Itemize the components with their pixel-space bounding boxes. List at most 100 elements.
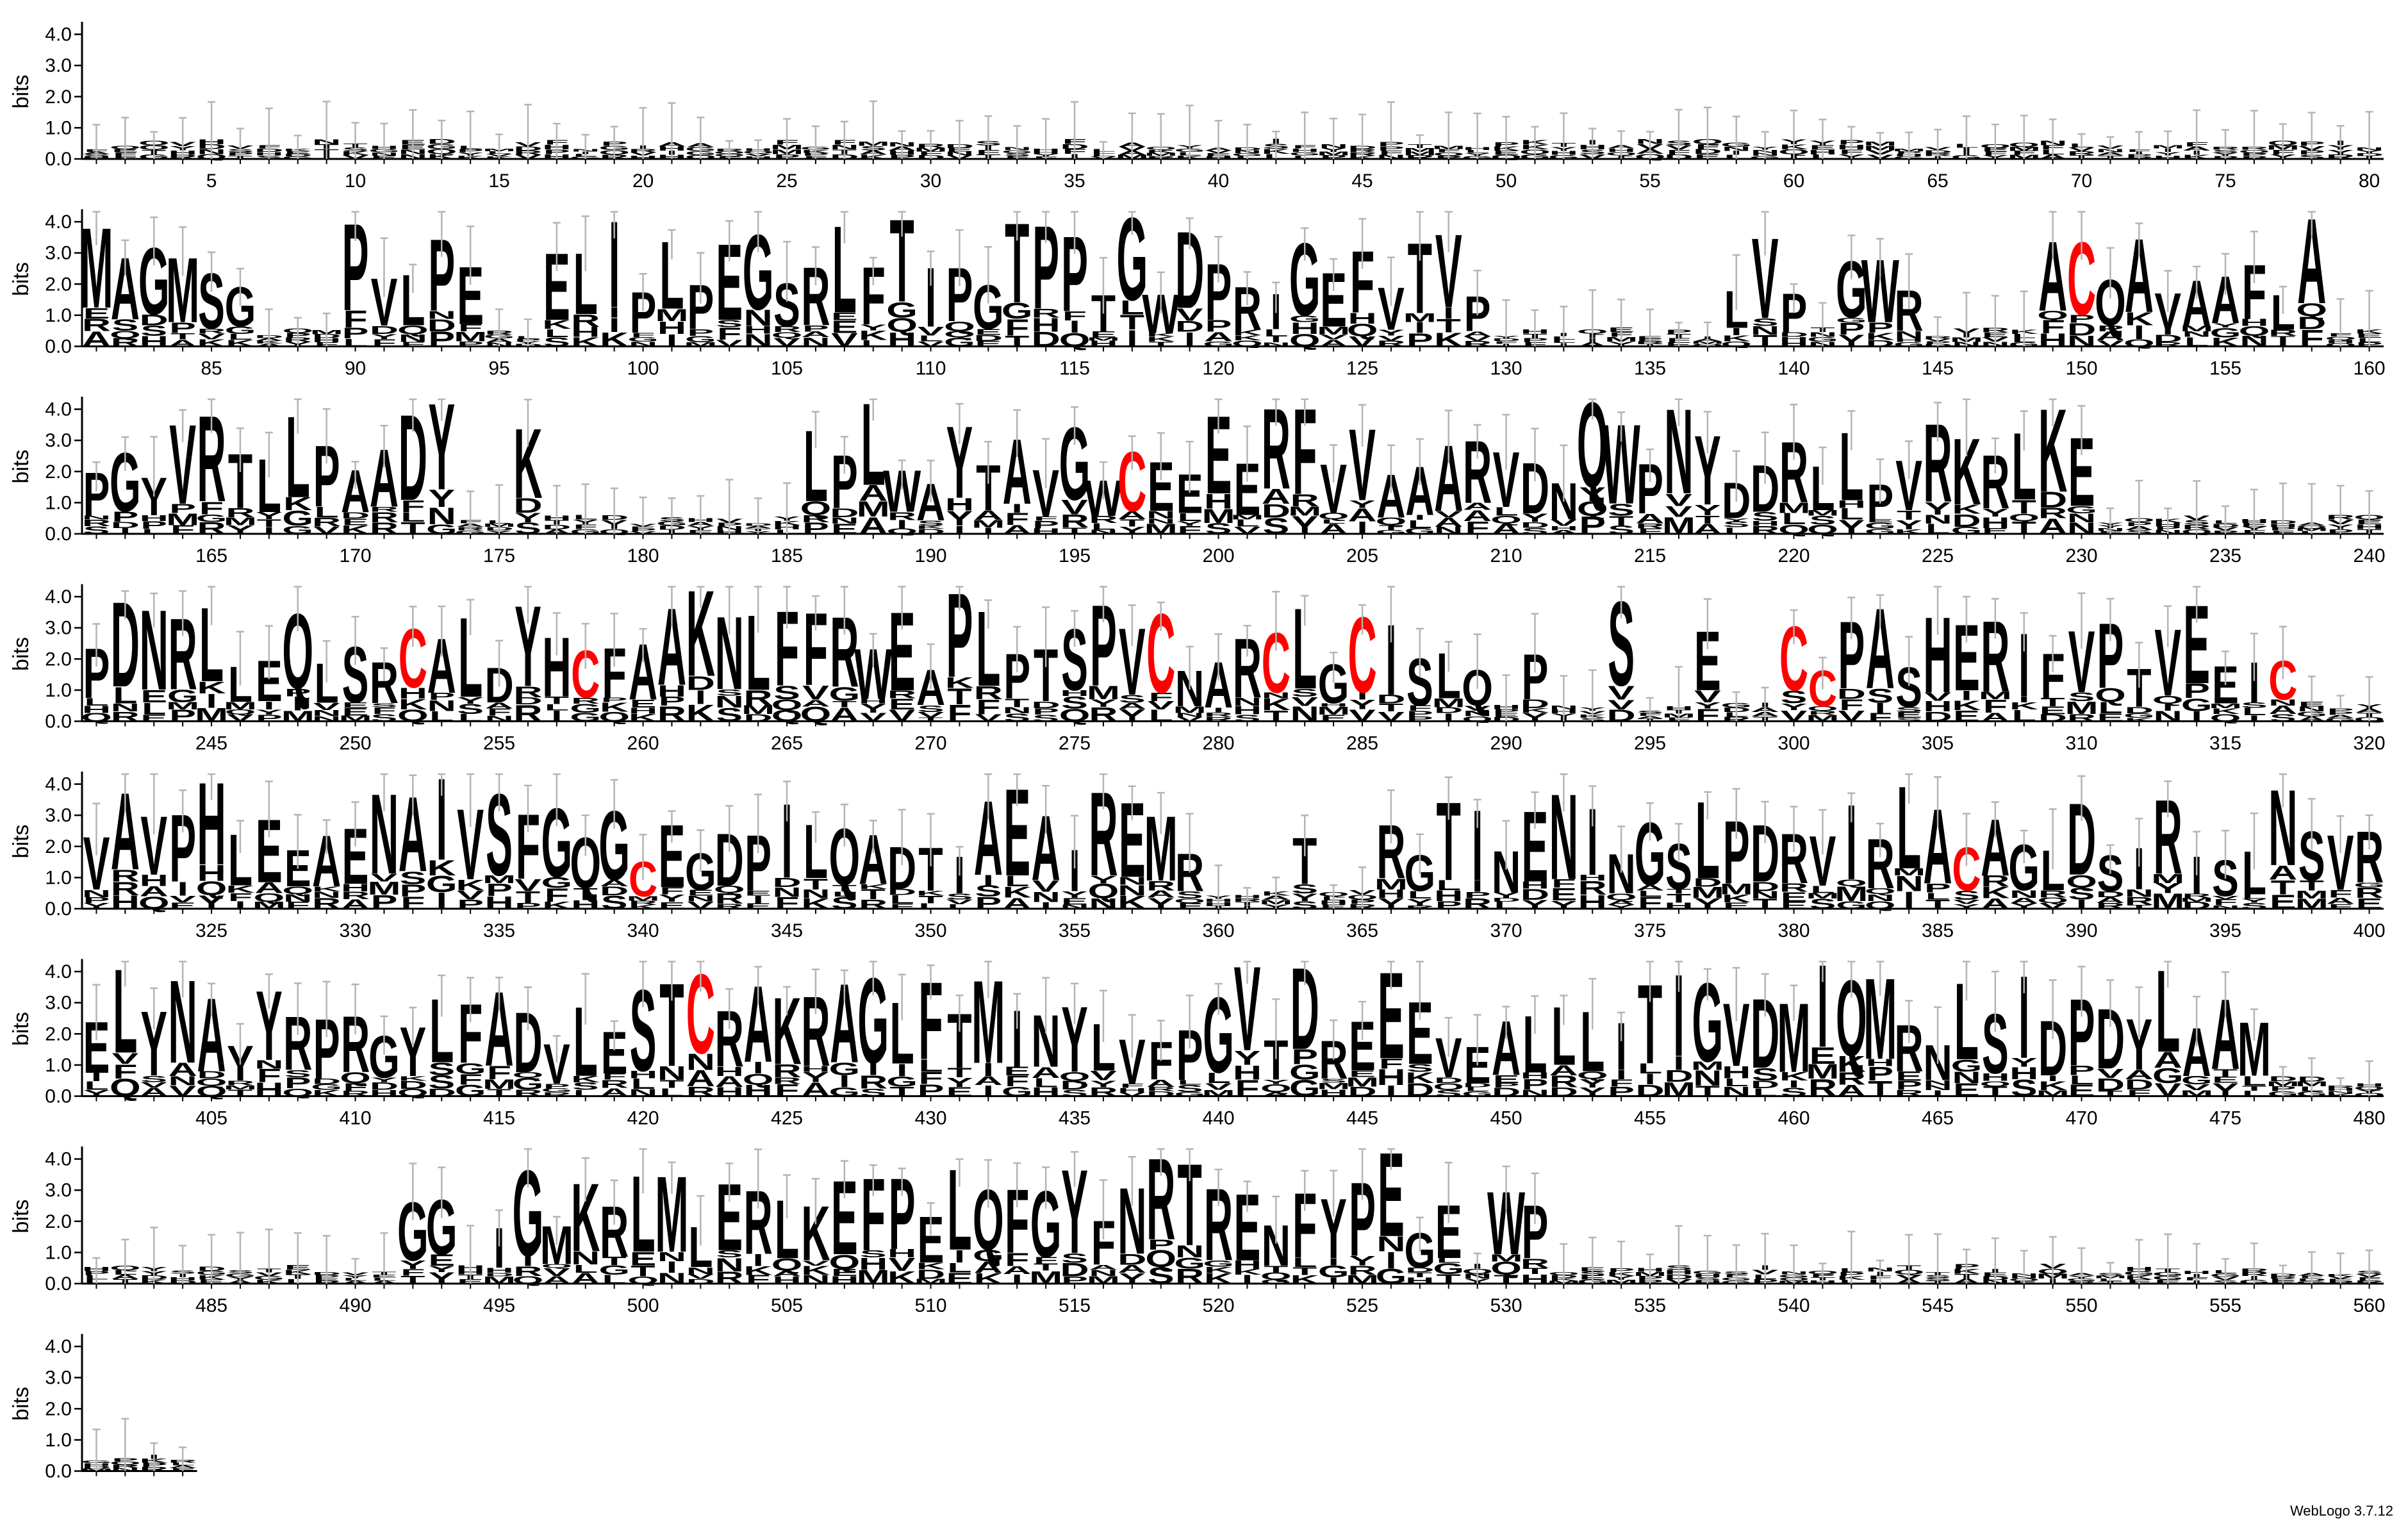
y-tick-label: 3.0 [45,618,72,639]
logo-letter: N [111,701,140,714]
logo-letter: K [341,523,370,536]
y-tick-label: 1.0 [45,1242,72,1263]
logo-letter: F [1178,524,1202,536]
logo-letter: G [1865,527,1896,536]
logo-letter: S [371,712,398,724]
logo-letter: F [170,523,195,536]
logo-letter: F [1005,509,1029,529]
y-tick-label: 1.0 [45,305,72,326]
x-tick-label: 340 [627,920,659,941]
logo-letter: I [954,524,965,536]
x-tick-label: 505 [771,1295,803,1316]
logo-letter: L [142,700,166,718]
logo-letter: M [1230,514,1264,521]
logo-letter: T [1753,333,1777,351]
x-tick-label: 35 [1064,170,1085,192]
logo-letter: R [1463,340,1492,348]
y-tick-label: 2.0 [45,1211,72,1232]
logo-letter: I [666,331,677,351]
y-axis-label: bits [9,262,33,296]
x-tick-label: 145 [1922,358,1954,379]
logo-letter: Y [515,510,541,525]
x-tick-label: 435 [1059,1108,1091,1129]
logo-letter: Y [1176,520,1203,527]
logo-letter: G [886,297,918,322]
logo-letter: L [343,336,367,349]
logo-letter: V [1665,490,1692,509]
x-tick-label: 10 [345,170,366,192]
logo-letter: D [1262,500,1291,522]
logo-letter: R [111,336,140,349]
logo-letter: F [343,306,367,333]
logo-letter: D [1521,520,1549,529]
x-tick-label: 230 [2066,545,2098,567]
y-tick-label: 1.0 [45,1055,72,1076]
x-tick-label: 545 [1922,1295,1954,1316]
logo-letter: R [82,315,111,335]
x-tick-label: 370 [1490,920,1522,941]
logo-letter: N [2239,333,2268,350]
x-tick-label: 220 [1778,545,1810,567]
logo-letter: P [2068,313,2095,325]
logo-letter: Y [946,507,973,531]
logo-letter: T [1695,513,1720,526]
logo-letter: E [831,317,858,337]
y-axis-label: bits [9,450,33,484]
logo-letter: F [400,497,425,516]
logo-letter: H [1204,490,1233,513]
y-tick-label: 3.0 [45,55,72,76]
x-tick-label: 85 [201,358,222,379]
logo-letter: Y [371,333,398,341]
logo-row: 0.01.02.03.04.0bitsQHLPRNLDELENPMGR245MI… [9,565,2386,754]
logo-letter: G [685,334,716,344]
y-tick-label: 2.0 [45,1398,72,1419]
logo-letter: D [370,324,399,336]
logo-letter: M [1777,500,1810,517]
logo-letter: A [1117,509,1146,522]
logo-letter: A [1693,521,1722,537]
logo-letter: T [170,331,195,342]
x-tick-label: 495 [483,1295,515,1316]
x-tick-label: 255 [483,733,515,754]
x-tick-label: 150 [2066,358,2098,379]
x-tick-label: 55 [1639,170,1660,192]
logo-letter: S [371,702,398,708]
logo-letter: R [2154,342,2182,348]
logo-letter: N [1434,525,1463,536]
x-tick-label: 140 [1778,358,1810,379]
logo-letter: F [372,337,396,349]
x-tick-label: 400 [2354,920,2386,941]
logo-letter: A [1204,329,1233,344]
x-tick-label: 520 [1203,1295,1235,1316]
logo-letter: A [859,481,887,506]
x-tick-label: 65 [1927,170,1948,192]
logo-letter: P [428,327,455,351]
logo-letter: Q [1807,522,1838,536]
x-tick-label: 5 [206,170,217,192]
logo-letter: K [1233,328,1262,336]
x-tick-label: 385 [1922,920,1954,941]
logo-letter: P [169,501,196,516]
logo-letter: N [1751,324,1779,338]
logo-letter: K [197,679,226,697]
logo-letter: E [1090,329,1117,339]
logo-letter: D [1866,338,1895,349]
logo-letter: S [918,519,944,527]
logo-letter: K [916,525,945,530]
logo-letter: Q [2239,324,2270,338]
logo-letter: M [281,708,315,725]
x-tick-label: 365 [1346,920,1378,941]
logo-letter: K [2125,309,2154,329]
x-tick-label: 440 [1203,1108,1235,1129]
x-tick-label: 45 [1351,170,1373,192]
y-tick-label: 1.0 [45,680,72,701]
x-tick-label: 405 [195,1108,227,1129]
logo-letter: F [717,324,741,344]
logo-letter: Q [1778,522,1810,536]
logo-letter: Q [886,314,918,336]
logo-letter: R [1635,522,1664,530]
logo-letter: V [918,324,944,338]
logo-letter: G [1405,526,1436,535]
x-tick-label: 280 [1203,733,1235,754]
logo-letter: F [1005,315,1029,340]
